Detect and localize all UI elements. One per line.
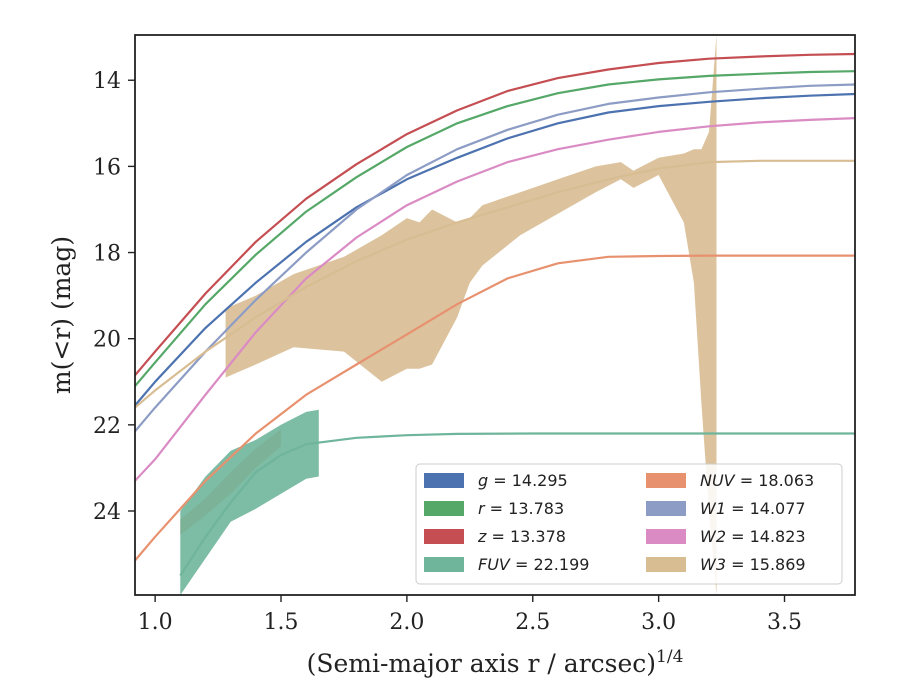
legend-label-w1: W1 = 14.077: [700, 499, 806, 518]
legend-label-g: g = 14.295: [478, 471, 568, 490]
y-tick-label: 16: [93, 155, 121, 180]
series-line-w3: [135, 159, 855, 409]
legend-label-fuv: FUV = 22.199: [478, 555, 589, 574]
y-tick-label: 24: [93, 500, 121, 525]
series-lines: [135, 52, 855, 577]
x-axis-label: (Semi-major axis r / arcsec)1/4: [307, 647, 684, 678]
y-tick-label: 14: [93, 69, 121, 94]
series-line-fuv: [179, 432, 855, 577]
legend-swatch-g: [424, 473, 464, 488]
x-tick-label: 3.5: [767, 610, 802, 635]
x-tick-label: 1.5: [264, 610, 299, 635]
y-tick-label: 22: [93, 414, 121, 439]
band-fuv: [180, 409, 319, 595]
x-tick-label: 2.0: [389, 610, 424, 635]
series-line-r: [135, 70, 855, 387]
y-tick-label: 18: [93, 242, 121, 267]
series-line-z: [135, 52, 855, 377]
legend-label-nuv: NUV = 18.063: [700, 471, 814, 490]
legend-swatch-w3: [646, 557, 686, 572]
legend-swatch-fuv: [424, 557, 464, 572]
y-axis-label: m(<r) (mag): [47, 236, 76, 394]
x-axis-ticks: 1.0 1.5 2.0 2.5 3.0 3.5: [138, 595, 802, 635]
series-line-g: [135, 92, 855, 407]
legend-swatch-w1: [646, 501, 686, 516]
series-line-nuv: [135, 254, 855, 562]
legend-label-w2: W2 = 14.823: [700, 527, 806, 546]
uncertainty-bands: [180, 35, 717, 595]
legend: g = 14.295 r = 13.783 z = 13.378 FUV = 22.1…: [415, 463, 843, 585]
y-tick-label: 20: [93, 328, 121, 353]
legend-swatch-z: [424, 529, 464, 544]
x-axis-label-exponent: 1/4: [656, 647, 683, 667]
x-tick-label: 2.5: [515, 610, 550, 635]
x-tick-label: 3.0: [641, 610, 676, 635]
legend-swatch-w2: [646, 529, 686, 544]
series-line-w1: [135, 83, 855, 433]
legend-box: [415, 463, 843, 585]
plot-frame: [134, 34, 856, 596]
series-line-w2: [135, 117, 855, 482]
legend-swatch-r: [424, 501, 464, 516]
legend-swatch-nuv: [646, 473, 686, 488]
legend-label-w3: W3 = 15.869: [700, 555, 806, 574]
x-tick-label: 1.0: [138, 610, 173, 635]
band-w3: [225, 35, 717, 595]
legend-label-z: z = 13.378: [477, 527, 566, 546]
y-axis-ticks: 14 16 18 20 22 24: [93, 69, 135, 525]
legend-label-r: r = 13.783: [478, 499, 564, 518]
